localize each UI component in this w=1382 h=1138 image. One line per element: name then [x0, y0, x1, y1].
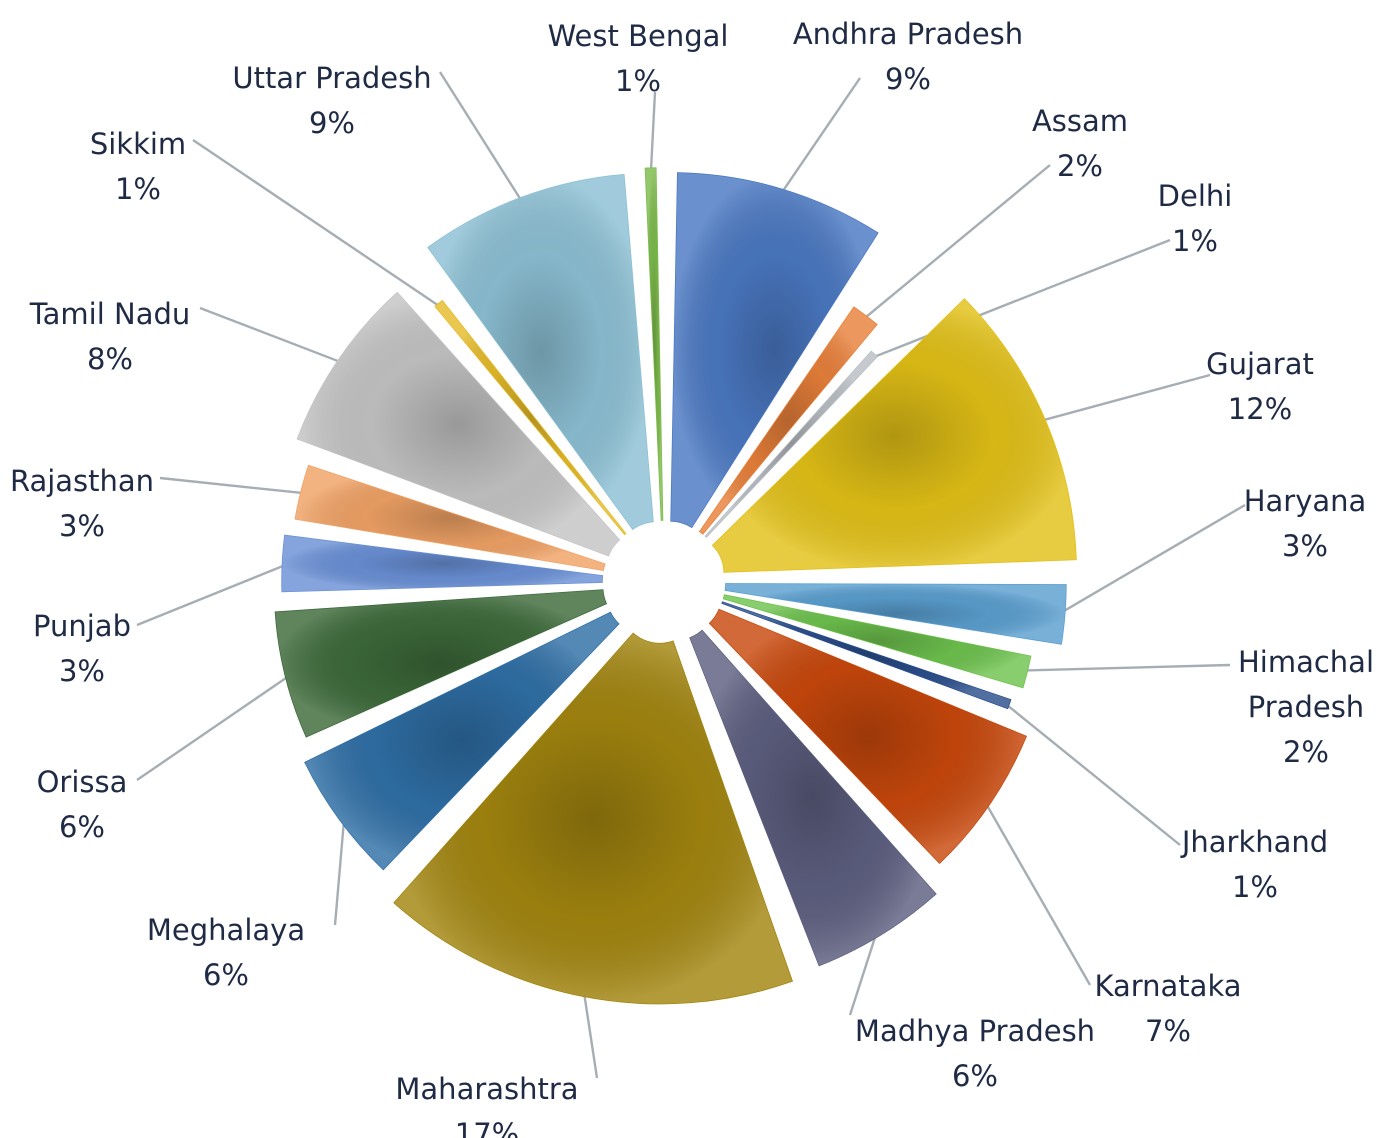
- leader-line-west-bengal: [649, 91, 657, 175]
- label-percent: 3%: [59, 509, 105, 543]
- leader-line-punjab: [136, 562, 289, 627]
- label-percent: 9%: [309, 106, 355, 140]
- leader-line-haryana: [1058, 503, 1246, 616]
- label-orissa: Orissa 6%: [37, 765, 128, 844]
- label-percent: 1%: [115, 172, 161, 206]
- label-maharashtra: Maharashtra 17%: [395, 1072, 578, 1138]
- label-name: Delhi: [1158, 179, 1233, 213]
- slice-shading-haryana: [725, 583, 1066, 644]
- label-madhya-pradesh: Madhya Pradesh 6%: [855, 1014, 1095, 1093]
- leader-line-sikkim: [192, 139, 444, 310]
- leader-line-rajasthan: [159, 476, 307, 495]
- slice-shading-punjab: [282, 535, 603, 592]
- label-name: Sikkim: [90, 127, 186, 161]
- label-name: Assam: [1032, 104, 1128, 138]
- label-name: Tamil Nadu: [29, 297, 191, 331]
- label-name: Madhya Pradesh: [855, 1014, 1095, 1048]
- label-percent: 12%: [1228, 392, 1292, 426]
- label-tamil-nadu: Tamil Nadu 8%: [29, 297, 191, 376]
- label-percent: 17%: [455, 1117, 519, 1138]
- label-himachal-pradesh: Himachal Pradesh 2%: [1238, 645, 1374, 769]
- label-name: Gujarat: [1206, 347, 1314, 381]
- label-percent: 3%: [1282, 529, 1328, 563]
- slice-shading-meghalaya: [305, 612, 619, 870]
- label-percent: 6%: [59, 810, 105, 844]
- label-percent: 6%: [952, 1059, 998, 1093]
- label-percent: 1%: [1232, 870, 1278, 904]
- label-karnataka: Karnataka 7%: [1094, 969, 1241, 1048]
- label-name: Maharashtra: [395, 1072, 578, 1106]
- slice-shading-uttar-pradesh: [428, 174, 653, 530]
- label-percent: 1%: [615, 64, 661, 98]
- slice-shading-maharashtra: [394, 633, 793, 1004]
- label-name: Karnataka: [1094, 969, 1241, 1003]
- slice-shading-karnataka: [709, 609, 1026, 863]
- slice-labels: Andhra Pradesh 9% Assam 2% Delhi 1% Gujarat 12%…: [10, 17, 1374, 1138]
- leader-line-madhya-pradesh: [848, 929, 879, 1016]
- label-west-bengal: West Bengal 1%: [548, 19, 729, 98]
- label-delhi: Delhi 1%: [1158, 179, 1233, 258]
- label-name: Haryana: [1244, 484, 1367, 518]
- label-jharkhand: Jharkhand 1%: [1180, 825, 1328, 904]
- slice-shading-tamil-nadu: [297, 292, 620, 556]
- label-percent: 9%: [885, 62, 931, 96]
- label-name: Andhra Pradesh: [793, 17, 1023, 51]
- leader-line-orissa: [136, 673, 292, 781]
- slice-shading-sikkim: [435, 300, 626, 535]
- label-name: Meghalaya: [147, 913, 305, 947]
- slice-shading-gujarat: [712, 299, 1076, 572]
- slice-shading-rajasthan: [295, 465, 605, 571]
- leader-line-uttar-pradesh: [438, 71, 525, 205]
- label-name: Jharkhand: [1180, 825, 1328, 859]
- leader-line-meghalaya: [333, 815, 346, 926]
- label-name: Pradesh: [1248, 690, 1364, 724]
- slice-shading-orissa: [275, 590, 607, 737]
- label-haryana: Haryana 3%: [1244, 484, 1367, 563]
- label-percent: 6%: [203, 958, 249, 992]
- label-gujarat: Gujarat 12%: [1206, 347, 1314, 426]
- leader-line-jharkhand: [1002, 701, 1181, 846]
- slice-shading-assam: [699, 307, 877, 534]
- label-rajasthan: Rajasthan 3%: [10, 464, 154, 543]
- leader-line-delhi: [869, 238, 1171, 360]
- pie-slices: [274, 167, 1077, 1005]
- label-percent: 1%: [1172, 224, 1218, 258]
- slice-shading-delhi: [705, 351, 877, 537]
- label-name: West Bengal: [548, 19, 729, 53]
- leader-line-maharashtra: [582, 989, 599, 1079]
- leader-lines: [136, 71, 1246, 1079]
- label-andhra-pradesh: Andhra Pradesh 9%: [793, 17, 1023, 96]
- label-uttar-pradesh: Uttar Pradesh 9%: [232, 61, 431, 140]
- leader-line-tamil-nadu: [199, 306, 345, 365]
- slice-shading-himachal-pradesh: [723, 595, 1031, 688]
- label-name: Punjab: [33, 609, 131, 643]
- leader-line-gujarat: [1038, 373, 1211, 423]
- label-punjab: Punjab 3%: [33, 609, 131, 688]
- label-percent: 2%: [1057, 149, 1103, 183]
- leader-line-himachal-pradesh: [1021, 663, 1231, 672]
- label-name: Himachal: [1238, 645, 1374, 679]
- label-name: Orissa: [37, 765, 128, 799]
- leader-line-karnataka: [983, 800, 1092, 986]
- label-percent: 2%: [1283, 735, 1329, 769]
- label-percent: 3%: [59, 654, 105, 688]
- label-name: Rajasthan: [10, 464, 154, 498]
- label-percent: 8%: [87, 342, 133, 376]
- label-assam: Assam 2%: [1032, 104, 1128, 183]
- slice-shading-andhra-pradesh: [671, 172, 878, 528]
- slice-shading-jharkhand: [722, 602, 1011, 709]
- leader-line-andhra-pradesh: [779, 77, 861, 196]
- label-name: Uttar Pradesh: [232, 61, 431, 95]
- label-percent: 7%: [1145, 1014, 1191, 1048]
- leader-line-assam: [861, 164, 1051, 322]
- label-meghalaya: Meghalaya 6%: [147, 913, 305, 992]
- slice-shading-west-bengal: [645, 168, 663, 521]
- slice-shading-madhya-pradesh: [690, 630, 936, 966]
- label-sikkim: Sikkim 1%: [90, 127, 186, 206]
